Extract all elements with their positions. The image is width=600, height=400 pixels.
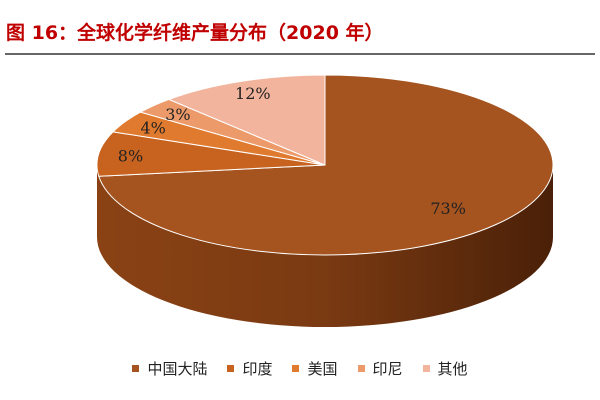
legend-label: 其他: [437, 360, 468, 378]
legend-label: 美国: [307, 360, 338, 378]
legend-item: 其他: [422, 358, 468, 379]
legend-label: 印尼: [372, 360, 403, 378]
legend-item: 印尼: [357, 358, 403, 379]
data-label: 3%: [165, 105, 190, 124]
legend-item: 美国: [292, 358, 338, 379]
pie-side-surface: [97, 165, 553, 327]
data-label: 8%: [118, 146, 143, 165]
data-label: 12%: [235, 84, 271, 103]
legend: 中国大陆 印度 美国 印尼 其他: [0, 358, 600, 379]
legend-swatch: [132, 365, 140, 372]
pie-slice-1[interactable]: [96, 131, 326, 177]
legend-label: 印度: [242, 360, 273, 378]
legend-swatch: [292, 365, 300, 372]
title-divider: [5, 53, 595, 55]
legend-item: 中国大陆: [132, 358, 207, 379]
chart-title: 图 16：全球化学纤维产量分布（2020 年）: [6, 22, 384, 44]
legend-swatch: [422, 365, 430, 372]
legend-swatch: [227, 365, 235, 372]
pie-slice-0[interactable]: [98, 74, 554, 256]
data-label: 4%: [140, 119, 165, 138]
legend-item: 印度: [227, 358, 272, 379]
legend-swatch: [357, 365, 365, 372]
data-label: 73%: [430, 199, 466, 218]
legend-label: 中国大陆: [147, 360, 208, 378]
pie-slice-4[interactable]: [167, 74, 326, 166]
